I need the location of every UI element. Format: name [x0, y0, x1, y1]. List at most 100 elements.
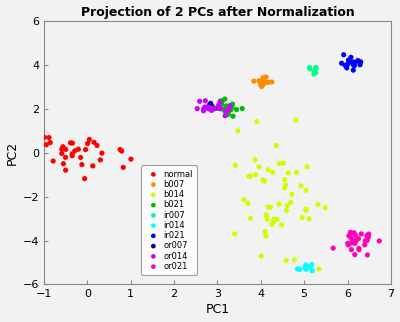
ir021 — [358, 59, 364, 64]
or014 — [216, 103, 222, 108]
b007 — [262, 79, 268, 84]
or021 — [364, 238, 370, 243]
Title: Projection of 2 PCs after Normalization: Projection of 2 PCs after Normalization — [81, 5, 354, 19]
b014 — [303, 208, 309, 213]
normal — [84, 141, 91, 146]
ir021 — [344, 65, 350, 71]
b014 — [291, 257, 298, 262]
normal — [94, 143, 100, 148]
ir021 — [345, 61, 351, 66]
b021 — [225, 112, 232, 117]
ir014 — [302, 265, 308, 270]
ir021 — [346, 60, 352, 65]
or014 — [222, 113, 228, 118]
normal — [97, 157, 104, 162]
b014 — [303, 207, 309, 212]
ir021 — [345, 58, 352, 63]
or021 — [330, 246, 336, 251]
or021 — [345, 242, 352, 248]
b014 — [247, 216, 254, 221]
normal — [47, 140, 54, 145]
or014 — [223, 109, 230, 114]
or014 — [204, 104, 211, 109]
b021 — [222, 97, 228, 102]
or014 — [200, 108, 207, 113]
b014 — [252, 172, 259, 177]
or021 — [348, 231, 354, 236]
b014 — [247, 173, 254, 178]
normal — [36, 152, 42, 157]
b014 — [240, 197, 247, 202]
or021 — [352, 232, 359, 238]
b014 — [282, 182, 289, 187]
or014 — [218, 106, 224, 111]
b021 — [225, 109, 231, 115]
b021 — [217, 98, 224, 103]
normal — [20, 142, 27, 147]
or021 — [351, 238, 358, 243]
ir014 — [302, 265, 308, 270]
ir007 — [311, 71, 317, 77]
normal — [41, 135, 48, 140]
b021 — [222, 109, 228, 114]
b021 — [225, 107, 232, 112]
normal — [69, 141, 76, 146]
b021 — [204, 105, 211, 110]
or021 — [344, 241, 351, 246]
normal — [82, 176, 88, 181]
normal — [120, 165, 126, 170]
b007 — [260, 82, 266, 87]
b014 — [267, 205, 274, 210]
b021 — [218, 102, 225, 107]
b007 — [258, 84, 265, 89]
b014 — [252, 157, 258, 163]
b007 — [260, 78, 266, 83]
b014 — [258, 253, 264, 259]
or014 — [216, 106, 222, 111]
b021 — [219, 99, 226, 104]
ir021 — [350, 62, 357, 67]
b007 — [256, 78, 262, 83]
normal — [79, 162, 85, 167]
normal — [60, 144, 66, 149]
or021 — [348, 240, 355, 245]
or014 — [194, 106, 200, 111]
ir021 — [351, 63, 358, 68]
ir021 — [355, 58, 361, 63]
b014 — [289, 192, 295, 197]
or007 — [208, 105, 214, 110]
ir007 — [312, 69, 318, 74]
normal — [99, 151, 105, 156]
b014 — [274, 217, 280, 222]
ir021 — [348, 55, 354, 60]
normal — [69, 151, 75, 156]
b014 — [306, 216, 312, 222]
b014 — [283, 208, 290, 213]
or021 — [355, 236, 362, 241]
normal — [27, 157, 33, 162]
b014 — [316, 267, 322, 272]
normal — [46, 135, 52, 140]
b014 — [232, 231, 238, 236]
b014 — [304, 164, 310, 169]
or021 — [356, 246, 362, 251]
or021 — [358, 232, 364, 237]
ir007 — [313, 65, 319, 70]
b014 — [263, 233, 269, 239]
or014 — [205, 106, 212, 111]
ir014 — [297, 267, 303, 272]
normal — [78, 155, 84, 160]
ir021 — [340, 52, 347, 57]
or021 — [346, 233, 352, 238]
b014 — [270, 170, 276, 175]
normal — [62, 167, 69, 173]
b021 — [230, 114, 236, 119]
ir021 — [342, 63, 348, 68]
b007 — [259, 82, 265, 87]
b021 — [222, 109, 228, 114]
b021 — [222, 108, 228, 113]
ir014 — [309, 268, 316, 273]
or021 — [362, 242, 368, 247]
b014 — [245, 201, 251, 206]
or007 — [206, 102, 213, 108]
